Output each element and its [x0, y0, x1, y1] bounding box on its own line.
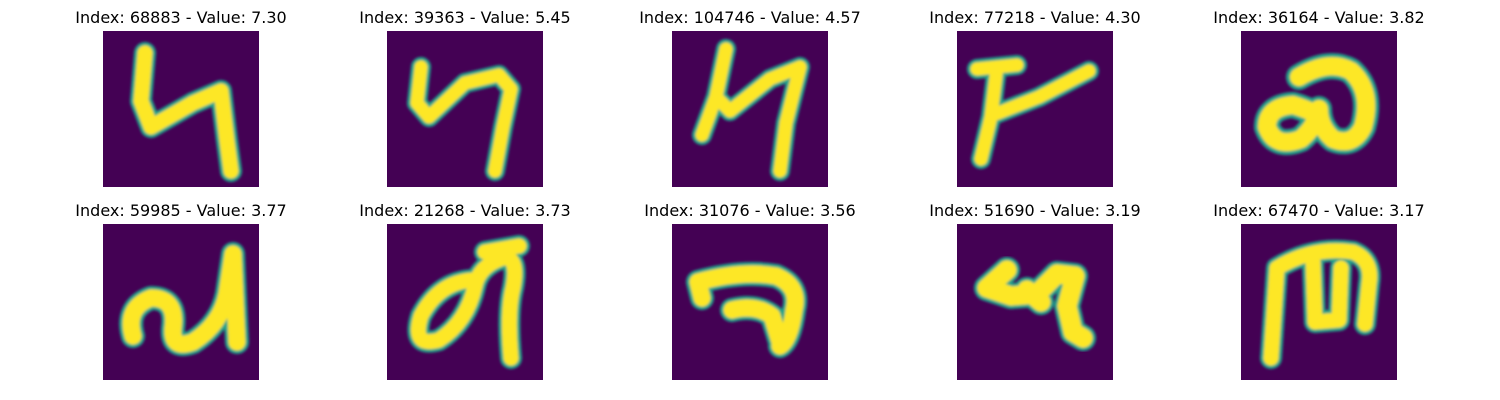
digit-image [103, 31, 259, 187]
digit-image [387, 224, 543, 380]
digit-panel-5: Index: 36164 - Value: 3.82 [1199, 5, 1439, 187]
digit-image [672, 31, 828, 187]
digit-image [1241, 224, 1397, 380]
panel-title: Index: 104746 - Value: 4.57 [639, 8, 861, 27]
digit-panel-10: Index: 67470 - Value: 3.17 [1199, 198, 1439, 380]
panel-title: Index: 67470 - Value: 3.17 [1213, 201, 1425, 220]
digit-panel-1: Index: 68883 - Value: 7.30 [61, 5, 301, 187]
digit-panel-9: Index: 51690 - Value: 3.19 [915, 198, 1155, 380]
digit-image [672, 224, 828, 380]
panel-title: Index: 51690 - Value: 3.19 [929, 201, 1141, 220]
digit-panel-8: Index: 31076 - Value: 3.56 [630, 198, 870, 380]
panel-title: Index: 21268 - Value: 3.73 [359, 201, 571, 220]
panel-title: Index: 77218 - Value: 4.30 [929, 8, 1141, 27]
panel-title: Index: 39363 - Value: 5.45 [359, 8, 571, 27]
digit-panel-7: Index: 21268 - Value: 3.73 [345, 198, 585, 380]
panel-title: Index: 68883 - Value: 7.30 [75, 8, 287, 27]
digit-image [957, 224, 1113, 380]
digit-panel-2: Index: 39363 - Value: 5.45 [345, 5, 585, 187]
digit-image [387, 31, 543, 187]
panel-title: Index: 36164 - Value: 3.82 [1213, 8, 1425, 27]
panel-title: Index: 59985 - Value: 3.77 [75, 201, 287, 220]
digit-panel-4: Index: 77218 - Value: 4.30 [915, 5, 1155, 187]
panel-title: Index: 31076 - Value: 3.56 [644, 201, 856, 220]
digit-image [1241, 31, 1397, 187]
digit-panel-6: Index: 59985 - Value: 3.77 [61, 198, 301, 380]
digit-panel-3: Index: 104746 - Value: 4.57 [630, 5, 870, 187]
digit-image [957, 31, 1113, 187]
digit-image [103, 224, 259, 380]
